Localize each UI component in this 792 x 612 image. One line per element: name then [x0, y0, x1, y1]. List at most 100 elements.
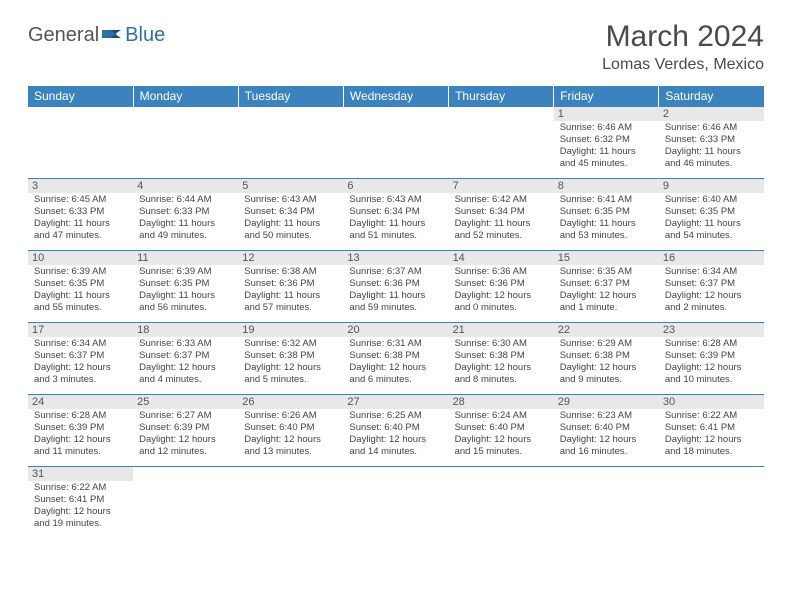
day-info-line: Sunset: 6:38 PM: [347, 350, 444, 362]
calendar-day-cell: 15Sunrise: 6:35 AMSunset: 6:37 PMDayligh…: [554, 251, 659, 323]
day-info-line: Daylight: 12 hours: [32, 362, 129, 374]
day-info-line: Sunset: 6:34 PM: [242, 206, 339, 218]
day-info-line: Sunset: 6:33 PM: [663, 134, 760, 146]
calendar-empty-cell: [343, 467, 448, 547]
day-info-line: and 14 minutes.: [347, 446, 444, 458]
calendar-week-row: 24Sunrise: 6:28 AMSunset: 6:39 PMDayligh…: [28, 395, 764, 467]
day-info-line: Daylight: 12 hours: [663, 434, 760, 446]
day-info-line: Sunset: 6:36 PM: [347, 278, 444, 290]
day-number: 9: [659, 179, 764, 193]
day-info-line: Sunset: 6:40 PM: [347, 422, 444, 434]
calendar-day-cell: 31Sunrise: 6:22 AMSunset: 6:41 PMDayligh…: [28, 467, 133, 547]
day-number: 3: [28, 179, 133, 193]
day-info-line: Daylight: 12 hours: [347, 434, 444, 446]
calendar-empty-cell: [449, 107, 554, 179]
calendar-day-cell: 24Sunrise: 6:28 AMSunset: 6:39 PMDayligh…: [28, 395, 133, 467]
calendar-week-row: 17Sunrise: 6:34 AMSunset: 6:37 PMDayligh…: [28, 323, 764, 395]
day-info-line: and 8 minutes.: [453, 374, 550, 386]
calendar-day-cell: 12Sunrise: 6:38 AMSunset: 6:36 PMDayligh…: [238, 251, 343, 323]
day-info-line: Sunrise: 6:36 AM: [453, 266, 550, 278]
day-number: 20: [343, 323, 448, 337]
day-number: 14: [449, 251, 554, 265]
day-number: 26: [238, 395, 343, 409]
day-info-line: Sunrise: 6:41 AM: [558, 194, 655, 206]
day-info-line: Sunset: 6:40 PM: [453, 422, 550, 434]
day-info-line: Daylight: 12 hours: [663, 362, 760, 374]
weekday-header: Friday: [554, 86, 659, 107]
day-info-line: Daylight: 11 hours: [453, 218, 550, 230]
day-info-line: Sunrise: 6:44 AM: [137, 194, 234, 206]
day-info-line: Sunrise: 6:32 AM: [242, 338, 339, 350]
day-info-line: Sunrise: 6:22 AM: [663, 410, 760, 422]
day-info-line: and 13 minutes.: [242, 446, 339, 458]
day-number: 12: [238, 251, 343, 265]
day-info-line: Daylight: 11 hours: [32, 290, 129, 302]
day-info-line: Sunset: 6:39 PM: [137, 422, 234, 434]
day-info-line: Sunset: 6:37 PM: [32, 350, 129, 362]
day-info-line: Daylight: 12 hours: [137, 434, 234, 446]
day-info-line: Sunrise: 6:25 AM: [347, 410, 444, 422]
day-info-line: Sunset: 6:38 PM: [558, 350, 655, 362]
calendar-day-cell: 2Sunrise: 6:46 AMSunset: 6:33 PMDaylight…: [659, 107, 764, 179]
day-number: 23: [659, 323, 764, 337]
calendar-empty-cell: [238, 467, 343, 547]
calendar-day-cell: 19Sunrise: 6:32 AMSunset: 6:38 PMDayligh…: [238, 323, 343, 395]
calendar-empty-cell: [659, 467, 764, 547]
day-info-line: and 51 minutes.: [347, 230, 444, 242]
day-info-line: and 45 minutes.: [558, 158, 655, 170]
weekday-header: Tuesday: [238, 86, 343, 107]
calendar-day-cell: 25Sunrise: 6:27 AMSunset: 6:39 PMDayligh…: [133, 395, 238, 467]
day-info-line: Sunrise: 6:43 AM: [242, 194, 339, 206]
calendar-empty-cell: [554, 467, 659, 547]
day-info-line: Daylight: 12 hours: [32, 434, 129, 446]
day-info-line: Sunset: 6:39 PM: [663, 350, 760, 362]
day-info-line: and 19 minutes.: [32, 518, 129, 530]
day-info-line: and 9 minutes.: [558, 374, 655, 386]
day-info-line: Sunset: 6:35 PM: [32, 278, 129, 290]
day-number: 8: [554, 179, 659, 193]
day-info-line: Sunrise: 6:35 AM: [558, 266, 655, 278]
calendar-week-row: 3Sunrise: 6:45 AMSunset: 6:33 PMDaylight…: [28, 179, 764, 251]
weekday-header: Saturday: [659, 86, 764, 107]
calendar-day-cell: 8Sunrise: 6:41 AMSunset: 6:35 PMDaylight…: [554, 179, 659, 251]
day-info-line: Sunset: 6:36 PM: [453, 278, 550, 290]
calendar-day-cell: 22Sunrise: 6:29 AMSunset: 6:38 PMDayligh…: [554, 323, 659, 395]
day-info-line: Daylight: 11 hours: [347, 218, 444, 230]
day-info-line: and 18 minutes.: [663, 446, 760, 458]
day-info-line: and 55 minutes.: [32, 302, 129, 314]
day-info-line: and 1 minute.: [558, 302, 655, 314]
calendar-day-cell: 7Sunrise: 6:42 AMSunset: 6:34 PMDaylight…: [449, 179, 554, 251]
day-info-line: Daylight: 11 hours: [558, 146, 655, 158]
calendar-day-cell: 1Sunrise: 6:46 AMSunset: 6:32 PMDaylight…: [554, 107, 659, 179]
day-info-line: Sunrise: 6:33 AM: [137, 338, 234, 350]
header: General Blue March 2024 Lomas Verdes, Me…: [28, 20, 764, 74]
day-info-line: and 57 minutes.: [242, 302, 339, 314]
day-info-line: and 52 minutes.: [453, 230, 550, 242]
day-info-line: Sunset: 6:40 PM: [558, 422, 655, 434]
day-info-line: and 59 minutes.: [347, 302, 444, 314]
day-info-line: Sunrise: 6:34 AM: [663, 266, 760, 278]
calendar-day-cell: 26Sunrise: 6:26 AMSunset: 6:40 PMDayligh…: [238, 395, 343, 467]
weekday-header: Thursday: [449, 86, 554, 107]
calendar-week-row: 10Sunrise: 6:39 AMSunset: 6:35 PMDayligh…: [28, 251, 764, 323]
day-number: 16: [659, 251, 764, 265]
day-number: 19: [238, 323, 343, 337]
day-info-line: Sunrise: 6:39 AM: [137, 266, 234, 278]
calendar-empty-cell: [133, 467, 238, 547]
day-info-line: Sunrise: 6:40 AM: [663, 194, 760, 206]
day-info-line: Sunset: 6:41 PM: [663, 422, 760, 434]
calendar-day-cell: 29Sunrise: 6:23 AMSunset: 6:40 PMDayligh…: [554, 395, 659, 467]
day-info-line: Sunset: 6:37 PM: [558, 278, 655, 290]
day-info-line: and 12 minutes.: [137, 446, 234, 458]
day-number: 7: [449, 179, 554, 193]
calendar-day-cell: 9Sunrise: 6:40 AMSunset: 6:35 PMDaylight…: [659, 179, 764, 251]
day-info-line: and 16 minutes.: [558, 446, 655, 458]
calendar-day-cell: 13Sunrise: 6:37 AMSunset: 6:36 PMDayligh…: [343, 251, 448, 323]
day-info-line: Daylight: 12 hours: [558, 290, 655, 302]
day-number: 11: [133, 251, 238, 265]
day-number: 13: [343, 251, 448, 265]
day-info-line: Sunrise: 6:26 AM: [242, 410, 339, 422]
calendar-day-cell: 30Sunrise: 6:22 AMSunset: 6:41 PMDayligh…: [659, 395, 764, 467]
day-info-line: Sunrise: 6:43 AM: [347, 194, 444, 206]
calendar-day-cell: 6Sunrise: 6:43 AMSunset: 6:34 PMDaylight…: [343, 179, 448, 251]
